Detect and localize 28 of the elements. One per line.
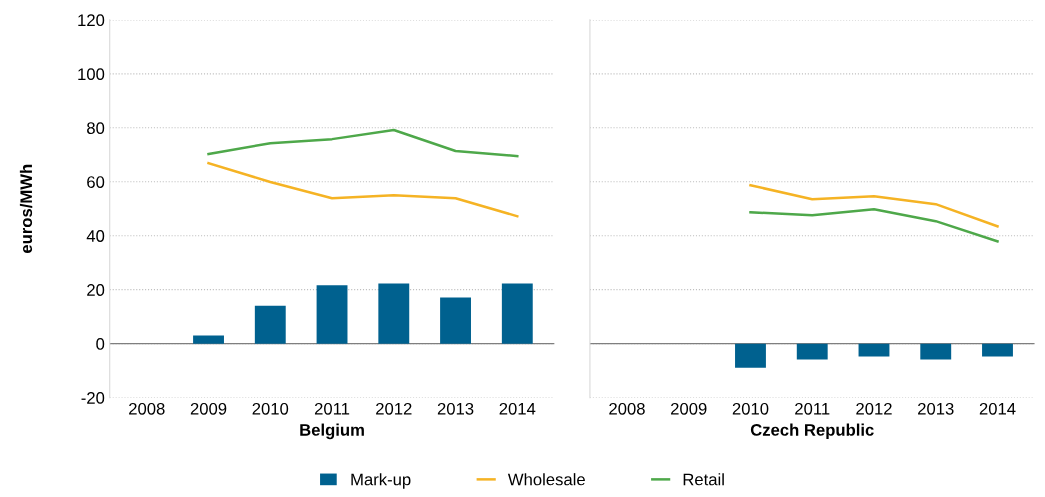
x-tick-label: 2011 (314, 402, 350, 415)
x-tick-label: 2011 (795, 402, 830, 415)
y-tick-label: -20 (81, 392, 105, 404)
x-tick-label: 2012 (376, 402, 412, 415)
legend-label: Retail (683, 473, 724, 486)
y-tick-label: 40 (86, 230, 105, 242)
x-tick-label: 2013 (437, 402, 474, 415)
y-tick-label: 80 (87, 122, 105, 134)
y-tick-label: 20 (87, 284, 105, 296)
x-tick-label: 2012 (856, 402, 892, 415)
x-tick-label: 2013 (918, 402, 954, 415)
y-tick-label: 100 (78, 68, 105, 81)
x-tick-label: 2008 (609, 402, 645, 415)
x-tick-label: 2010 (252, 402, 289, 415)
y-tick-label: 120 (78, 14, 105, 27)
legend-label: Mark-up (351, 473, 411, 489)
y-tick-label: 0 (96, 338, 105, 350)
y-axis-title: euros/MWh (19, 164, 33, 253)
x-tick-label: 2009 (190, 402, 227, 415)
x-tick-label: 2009 (671, 402, 707, 415)
x-axis-title: Belgium (300, 423, 364, 440)
legend-label: Wholesale (507, 473, 585, 486)
x-tick-label: 2008 (129, 402, 165, 415)
x-tick-label: 2014 (979, 402, 1016, 415)
x-tick-label: 2014 (499, 402, 536, 415)
y-tick-label: 60 (87, 176, 105, 188)
x-axis-title: Czech Republic (750, 423, 874, 440)
x-tick-label: 2010 (732, 402, 769, 415)
